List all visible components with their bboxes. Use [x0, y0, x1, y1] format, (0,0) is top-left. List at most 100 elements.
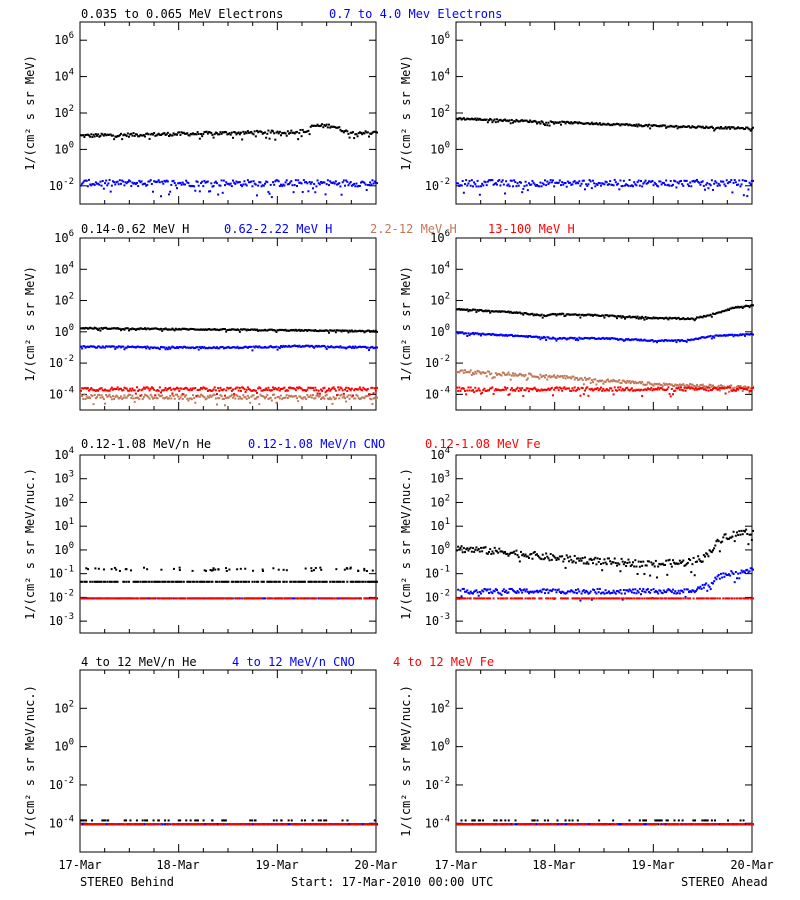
data-point: [600, 597, 602, 600]
data-point: [169, 597, 172, 600]
data-point: [612, 314, 615, 317]
data-point: [184, 345, 186, 348]
data-point: [118, 569, 121, 572]
data-point: [594, 556, 597, 559]
data-point: [204, 347, 207, 350]
data-point: [209, 190, 212, 193]
data-point: [563, 315, 566, 318]
data-point: [656, 576, 658, 579]
data-point: [299, 580, 302, 583]
data-point: [665, 591, 668, 594]
data-point: [722, 180, 725, 183]
data-point: [299, 597, 302, 600]
data-point: [280, 597, 282, 600]
data-point: [708, 386, 711, 389]
data-point: [499, 389, 502, 392]
data-point: [515, 334, 518, 337]
data-point: [526, 336, 529, 339]
data-point: [147, 580, 150, 583]
data-point: [622, 316, 625, 319]
data-point: [468, 334, 471, 337]
data-point: [729, 386, 732, 389]
data-point: [707, 314, 710, 317]
data-point: [253, 346, 256, 349]
data-point: [674, 562, 677, 565]
data-point: [276, 348, 279, 351]
data-point: [154, 327, 157, 330]
data-point: [139, 580, 142, 583]
data-point: [619, 382, 622, 385]
data-point: [458, 386, 461, 389]
data-point: [222, 328, 225, 331]
data-point: [702, 554, 705, 557]
data-point: [472, 308, 474, 311]
data-point: [254, 183, 257, 186]
data-point: [161, 389, 164, 392]
data-point: [92, 403, 95, 406]
data-point: [644, 315, 647, 318]
data-point: [84, 326, 87, 329]
data-point: [616, 317, 618, 320]
data-point: [258, 130, 261, 133]
data-point: [472, 547, 474, 550]
data-point: [329, 389, 332, 392]
data-point: [174, 597, 177, 600]
data-point: [458, 548, 461, 551]
data-point: [521, 191, 524, 194]
data-point: [572, 389, 575, 392]
data-point: [740, 569, 743, 572]
data-point: [145, 328, 148, 331]
data-point: [252, 133, 255, 136]
data-point: [100, 326, 103, 329]
data-point: [686, 386, 689, 389]
data-point: [356, 330, 359, 333]
data-point: [517, 556, 520, 559]
data-point: [209, 568, 212, 571]
data-point: [493, 334, 496, 337]
data-point: [729, 333, 732, 336]
data-point: [656, 317, 658, 320]
data-point: [321, 345, 324, 348]
y-tick-label: 100: [54, 541, 74, 557]
data-point: [748, 570, 751, 573]
data-point: [460, 184, 463, 187]
data-point: [365, 570, 368, 573]
data-point: [486, 389, 489, 392]
data-point: [709, 184, 712, 187]
data-point: [526, 590, 529, 593]
data-point: [520, 334, 522, 337]
data-point: [94, 597, 97, 600]
data-point: [275, 345, 278, 348]
data-point: [683, 339, 686, 342]
data-point: [654, 340, 657, 343]
data-point: [508, 553, 511, 556]
data-point: [492, 333, 495, 336]
data-point: [339, 329, 342, 332]
data-point: [584, 122, 586, 125]
data-point: [181, 327, 184, 330]
data-point: [612, 123, 615, 126]
data-point: [461, 387, 464, 390]
data-point: [493, 182, 496, 185]
data-point: [347, 346, 350, 349]
data-point: [577, 339, 580, 342]
data-point: [161, 580, 164, 583]
data-point: [700, 597, 703, 600]
data-point: [610, 123, 613, 126]
data-point: [106, 580, 109, 583]
data-point: [182, 387, 185, 390]
data-point: [352, 580, 354, 583]
data-point: [339, 386, 342, 389]
data-point: [331, 125, 334, 128]
data-point: [494, 388, 497, 391]
data-point: [190, 398, 193, 401]
data-point: [620, 381, 623, 384]
data-point: [747, 333, 750, 336]
data-point: [324, 329, 327, 332]
data-point: [357, 329, 360, 332]
data-point: [577, 588, 580, 591]
data-point: [262, 569, 265, 572]
y-tick-label: 103: [54, 470, 74, 486]
data-point: [238, 330, 241, 333]
data-point: [278, 397, 281, 400]
